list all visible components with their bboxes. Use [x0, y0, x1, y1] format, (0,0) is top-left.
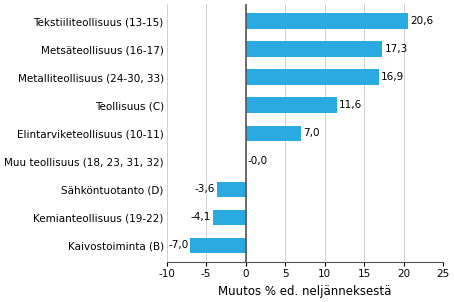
Bar: [246, 13, 409, 29]
Text: 7,0: 7,0: [303, 128, 320, 138]
Bar: [190, 238, 246, 253]
Bar: [213, 210, 246, 225]
Text: -7,0: -7,0: [168, 240, 188, 250]
Bar: [246, 41, 382, 57]
Text: -0,0: -0,0: [247, 156, 268, 166]
Text: 11,6: 11,6: [339, 100, 363, 110]
Bar: [246, 98, 337, 113]
Bar: [217, 182, 246, 197]
Text: -4,1: -4,1: [191, 212, 211, 223]
Text: 17,3: 17,3: [385, 44, 408, 54]
Bar: [246, 69, 379, 85]
Bar: [246, 126, 301, 141]
Text: 16,9: 16,9: [381, 72, 405, 82]
Text: -3,6: -3,6: [195, 185, 215, 194]
X-axis label: Muutos % ed. neljänneksestä: Muutos % ed. neljänneksestä: [218, 285, 392, 298]
Text: 20,6: 20,6: [410, 16, 434, 26]
